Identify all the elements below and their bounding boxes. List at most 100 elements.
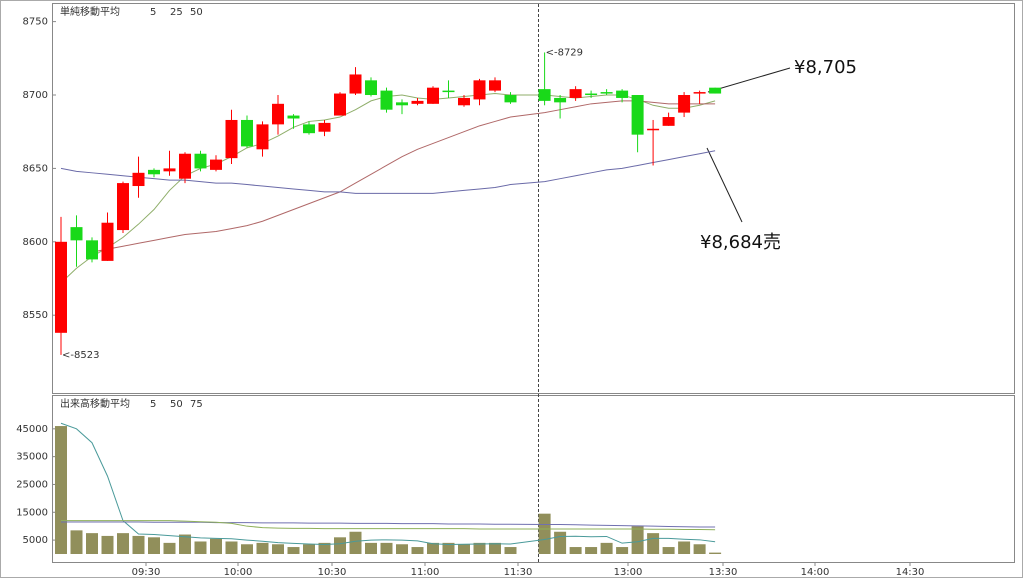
candle-body [210,159,222,170]
volume-bar [693,544,706,554]
y-tick-label: 8650 [23,163,48,174]
volume-bar [334,537,346,554]
candle-body [70,227,83,241]
x-tick-label: 11:30 [504,567,533,578]
volume-bar [554,531,567,554]
volume-bar [489,542,501,554]
legend-entry: 50 [170,399,183,410]
volume-bar [647,533,660,554]
x-tick-label: 09:30 [132,567,161,578]
x-tick-label: 14:30 [896,567,925,578]
candle-body [194,153,207,169]
volume-bar [380,542,393,554]
candle-body [678,95,691,113]
volume-bar [709,552,722,554]
x-tick-label: 10:00 [224,567,253,578]
volume-bar [616,547,629,554]
volume-bar [349,531,362,554]
callout: ¥8,705 [794,57,857,78]
candle-body [554,97,567,103]
volume-bar [569,547,582,554]
candle-body [458,97,470,106]
volume-bar [411,547,424,554]
candle-body [569,89,582,98]
candle-body [538,89,551,101]
volume-bar [148,537,160,554]
legend-title: 出来高移動平均 [60,397,130,410]
volume-bar [194,541,207,554]
volume-bar [318,542,331,554]
volume-bar [303,544,315,554]
y-tick-label: 8600 [23,237,48,248]
x-tick-label: 10:30 [318,567,347,578]
volume-bar [179,534,191,554]
candle-body [411,100,424,104]
callout-line [707,67,791,93]
volume-bar [55,426,67,554]
annotation: <-8729 [546,47,583,58]
candle-body [600,92,613,94]
ma-line [60,150,716,194]
volume-bar [458,544,470,554]
candle-body [334,93,346,116]
price-panel [52,3,1015,394]
legend-entry: 5 [150,399,156,410]
volume-bar [225,541,238,554]
volume-bar [396,544,408,554]
ma-line [61,520,716,531]
x-tick-label: 14:00 [801,567,830,578]
y-tick-label: 45000 [16,424,48,435]
y-tick-label: 5000 [23,535,48,546]
candle-body [631,95,644,135]
volume-bar [442,542,455,554]
volume-bar [600,542,613,554]
candle-body [117,183,129,231]
volume-bar [256,542,269,554]
candle-body [272,103,284,125]
candle-body [693,92,706,94]
candle-body [163,168,176,172]
candle-body [442,90,455,93]
volume-bar [585,547,598,554]
candle-body [616,90,629,98]
volume-bar [163,542,176,554]
volume-bar [538,513,551,554]
volume-bar [504,547,517,554]
legend-entry: 25 [170,7,183,18]
volume-bar [86,533,98,554]
volume-bar [662,547,675,554]
volume-bar [101,535,114,554]
volume-panel [52,395,1015,563]
candle-body [256,124,269,150]
legend-title: 単純移動平均 [60,5,120,18]
ma-line [61,521,716,528]
volume-bar [365,542,377,554]
ma-line [60,422,716,546]
x-tick-label: 13:00 [614,567,643,578]
candle-body [662,117,675,126]
y-tick-label: 8750 [23,17,48,28]
volume-bar [272,544,284,554]
candle-body [585,93,598,96]
candle-body [303,124,315,134]
candle-body [396,102,408,106]
volume-bar [70,530,83,554]
legend-entry: 75 [190,399,203,410]
y-tick-label: 35000 [16,452,48,463]
candle-body [647,128,660,131]
ma-line [60,93,716,284]
candle-body [427,87,439,104]
callout-line [706,147,743,223]
y-tick-label: 25000 [16,479,48,490]
volume-bar [210,538,222,554]
candle-body [504,95,517,103]
candle-body [241,119,253,147]
y-tick-label: 8700 [23,90,48,101]
legend-entry: 50 [190,7,203,18]
candle-body [349,74,362,94]
y-tick-label: 8550 [23,310,48,321]
candle-body [489,80,501,91]
volume-bar [678,541,691,554]
